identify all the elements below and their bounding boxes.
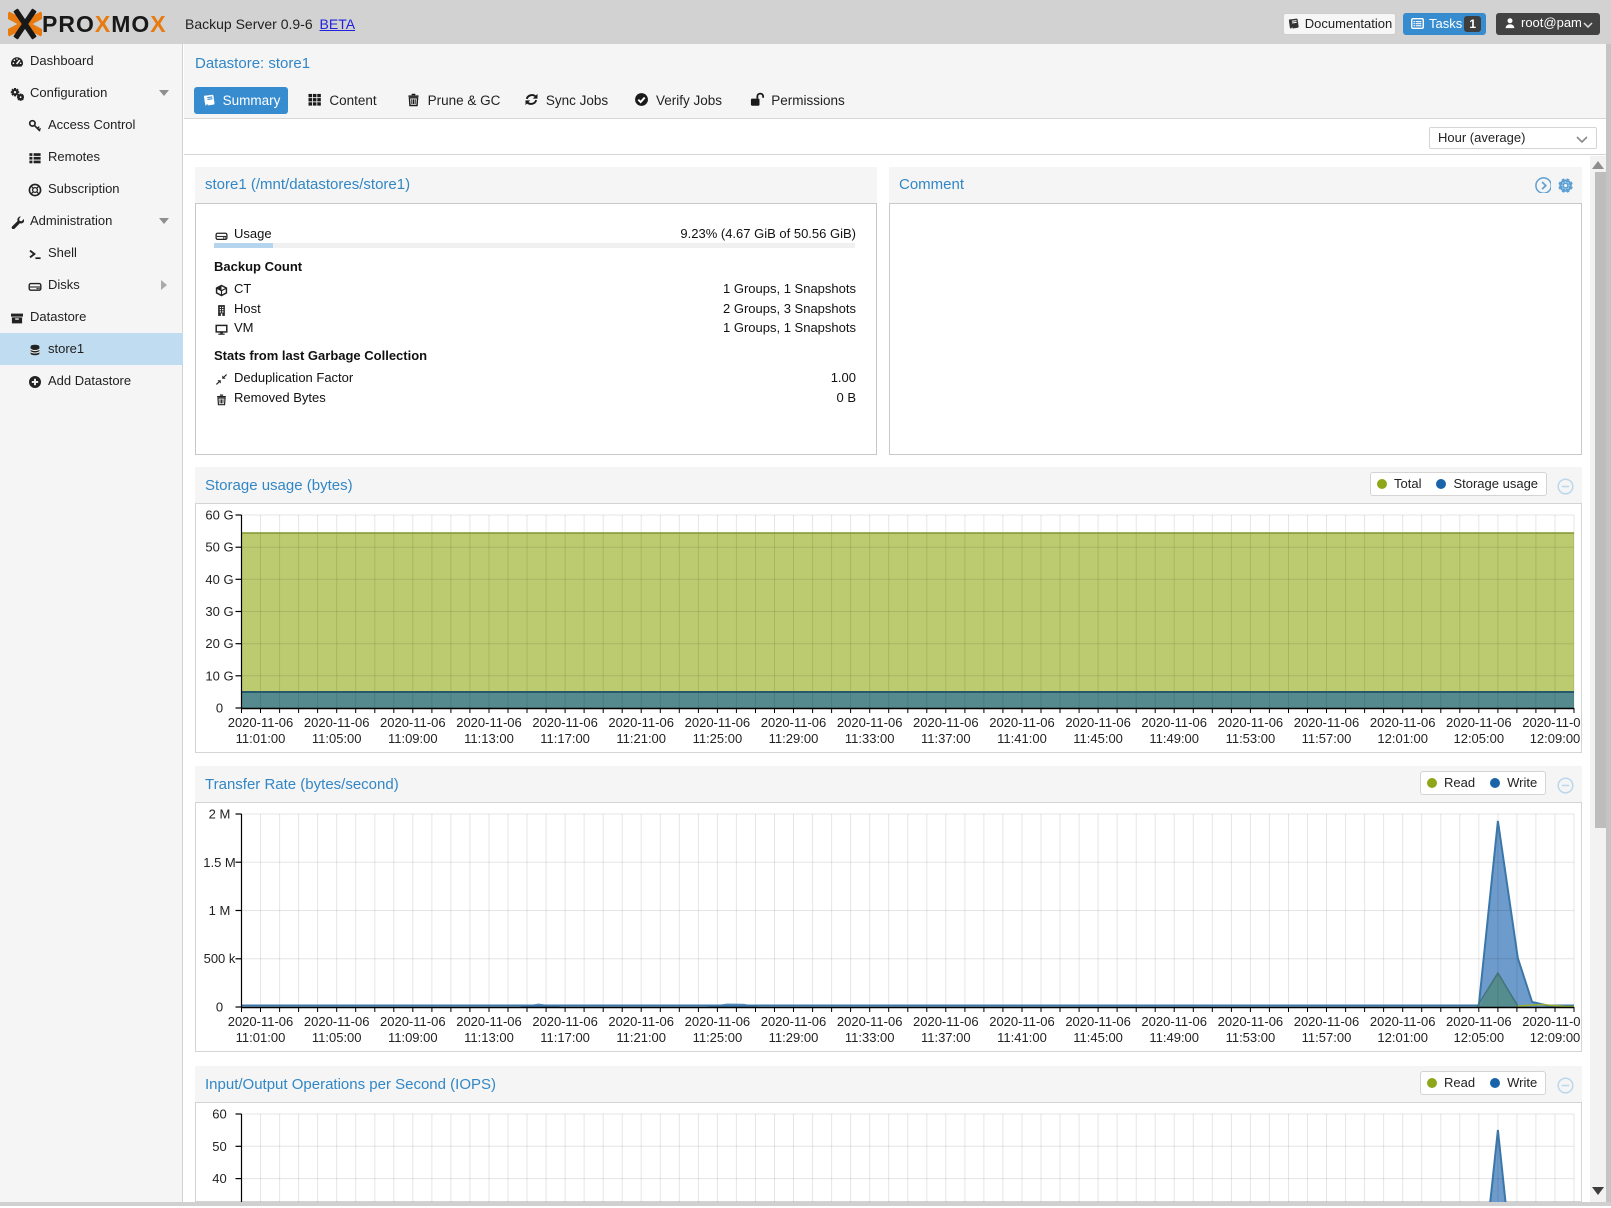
- svg-text:2020-11-06: 2020-11-06: [837, 1014, 903, 1029]
- svg-text:2020-11-06: 2020-11-06: [228, 715, 294, 730]
- svg-text:11:53:00: 11:53:00: [1226, 731, 1276, 746]
- svg-text:11:45:00: 11:45:00: [1073, 731, 1123, 746]
- svg-text:2020-11-06: 2020-11-06: [685, 1014, 751, 1029]
- svg-text:11:25:00: 11:25:00: [693, 1030, 743, 1045]
- svg-text:2020-11-06: 2020-11-06: [608, 1014, 674, 1029]
- svg-text:11:49:00: 11:49:00: [1149, 1030, 1199, 1045]
- svg-text:11:13:00: 11:13:00: [464, 731, 514, 746]
- svg-text:0: 0: [216, 1000, 223, 1015]
- svg-text:2020-11-06: 2020-11-06: [989, 1014, 1055, 1029]
- svg-text:2020-11-06: 2020-11-06: [380, 715, 446, 730]
- svg-text:11:37:00: 11:37:00: [921, 731, 971, 746]
- svg-text:12:09:00: 12:09:00: [1530, 731, 1581, 746]
- svg-text:2020-11-06: 2020-11-06: [304, 715, 370, 730]
- svg-text:11:13:00: 11:13:00: [464, 1030, 514, 1045]
- svg-text:2020-11-06: 2020-11-06: [228, 1014, 294, 1029]
- svg-text:2020-11-06: 2020-11-06: [1294, 715, 1360, 730]
- svg-text:2020-11-06: 2020-11-06: [1218, 715, 1284, 730]
- svg-text:2020-11-06: 2020-11-06: [1218, 1014, 1284, 1029]
- svg-text:12:05:00: 12:05:00: [1453, 1030, 1504, 1045]
- svg-text:60: 60: [212, 1107, 226, 1122]
- svg-text:30 G: 30 G: [205, 604, 233, 619]
- svg-text:2020-11-06: 2020-11-06: [1065, 715, 1131, 730]
- svg-text:2 M: 2 M: [209, 807, 231, 822]
- svg-text:11:25:00: 11:25:00: [693, 731, 743, 746]
- svg-text:2020-11-06: 2020-11-06: [1370, 715, 1436, 730]
- svg-text:40: 40: [212, 1171, 226, 1186]
- svg-text:2020-11-06: 2020-11-06: [1065, 1014, 1131, 1029]
- svg-text:11:57:00: 11:57:00: [1302, 731, 1352, 746]
- svg-text:2020-11-06: 2020-11-06: [761, 715, 827, 730]
- svg-text:11:17:00: 11:17:00: [540, 1030, 590, 1045]
- svg-text:500 k: 500 k: [204, 951, 236, 966]
- svg-text:1.5 M: 1.5 M: [203, 855, 236, 870]
- svg-text:2020-11-06: 2020-11-06: [1294, 1014, 1360, 1029]
- svg-text:11:33:00: 11:33:00: [845, 1030, 895, 1045]
- svg-text:2020-11-06: 2020-11-06: [380, 1014, 446, 1029]
- svg-text:12:01:00: 12:01:00: [1377, 731, 1428, 746]
- svg-text:2020-11-06: 2020-11-06: [456, 715, 522, 730]
- svg-text:2020-11-06: 2020-11-06: [608, 715, 674, 730]
- svg-text:11:29:00: 11:29:00: [769, 1030, 819, 1045]
- svg-text:12:05:00: 12:05:00: [1453, 731, 1504, 746]
- svg-text:2020-11-06: 2020-11-06: [1522, 715, 1581, 730]
- svg-text:2020-11-06: 2020-11-06: [1522, 1014, 1581, 1029]
- svg-text:11:37:00: 11:37:00: [921, 1030, 971, 1045]
- svg-text:11:01:00: 11:01:00: [236, 731, 286, 746]
- svg-text:11:41:00: 11:41:00: [997, 1030, 1047, 1045]
- svg-text:2020-11-06: 2020-11-06: [532, 715, 598, 730]
- svg-text:11:05:00: 11:05:00: [312, 1030, 362, 1045]
- svg-text:40 G: 40 G: [205, 572, 233, 587]
- svg-text:2020-11-06: 2020-11-06: [1141, 715, 1207, 730]
- svg-text:11:09:00: 11:09:00: [388, 1030, 438, 1045]
- svg-text:11:09:00: 11:09:00: [388, 731, 438, 746]
- svg-text:11:33:00: 11:33:00: [845, 731, 895, 746]
- svg-text:11:01:00: 11:01:00: [236, 1030, 286, 1045]
- svg-text:2020-11-06: 2020-11-06: [456, 1014, 522, 1029]
- svg-text:11:53:00: 11:53:00: [1226, 1030, 1276, 1045]
- svg-text:2020-11-06: 2020-11-06: [913, 715, 979, 730]
- svg-text:11:41:00: 11:41:00: [997, 731, 1047, 746]
- svg-text:11:21:00: 11:21:00: [616, 1030, 666, 1045]
- svg-text:11:17:00: 11:17:00: [540, 731, 590, 746]
- svg-text:11:57:00: 11:57:00: [1302, 1030, 1352, 1045]
- svg-text:20 G: 20 G: [205, 636, 233, 651]
- svg-text:2020-11-06: 2020-11-06: [1446, 1014, 1512, 1029]
- svg-text:11:29:00: 11:29:00: [769, 731, 819, 746]
- svg-text:11:05:00: 11:05:00: [312, 731, 362, 746]
- svg-text:50 G: 50 G: [205, 540, 233, 555]
- svg-text:11:21:00: 11:21:00: [616, 731, 666, 746]
- svg-text:0: 0: [216, 701, 223, 716]
- svg-text:12:09:00: 12:09:00: [1530, 1030, 1581, 1045]
- svg-text:1 M: 1 M: [209, 903, 231, 918]
- svg-text:2020-11-06: 2020-11-06: [989, 715, 1055, 730]
- svg-text:2020-11-06: 2020-11-06: [532, 1014, 598, 1029]
- svg-text:11:45:00: 11:45:00: [1073, 1030, 1123, 1045]
- svg-text:60 G: 60 G: [205, 508, 233, 523]
- svg-text:50: 50: [212, 1139, 226, 1154]
- svg-text:12:01:00: 12:01:00: [1377, 1030, 1428, 1045]
- svg-text:2020-11-06: 2020-11-06: [837, 715, 903, 730]
- svg-text:2020-11-06: 2020-11-06: [304, 1014, 370, 1029]
- svg-text:11:49:00: 11:49:00: [1149, 731, 1199, 746]
- svg-text:2020-11-06: 2020-11-06: [685, 715, 751, 730]
- svg-text:2020-11-06: 2020-11-06: [913, 1014, 979, 1029]
- svg-text:2020-11-06: 2020-11-06: [1370, 1014, 1436, 1029]
- svg-text:2020-11-06: 2020-11-06: [1141, 1014, 1207, 1029]
- svg-text:2020-11-06: 2020-11-06: [761, 1014, 827, 1029]
- svg-text:2020-11-06: 2020-11-06: [1446, 715, 1512, 730]
- svg-text:10 G: 10 G: [205, 668, 233, 683]
